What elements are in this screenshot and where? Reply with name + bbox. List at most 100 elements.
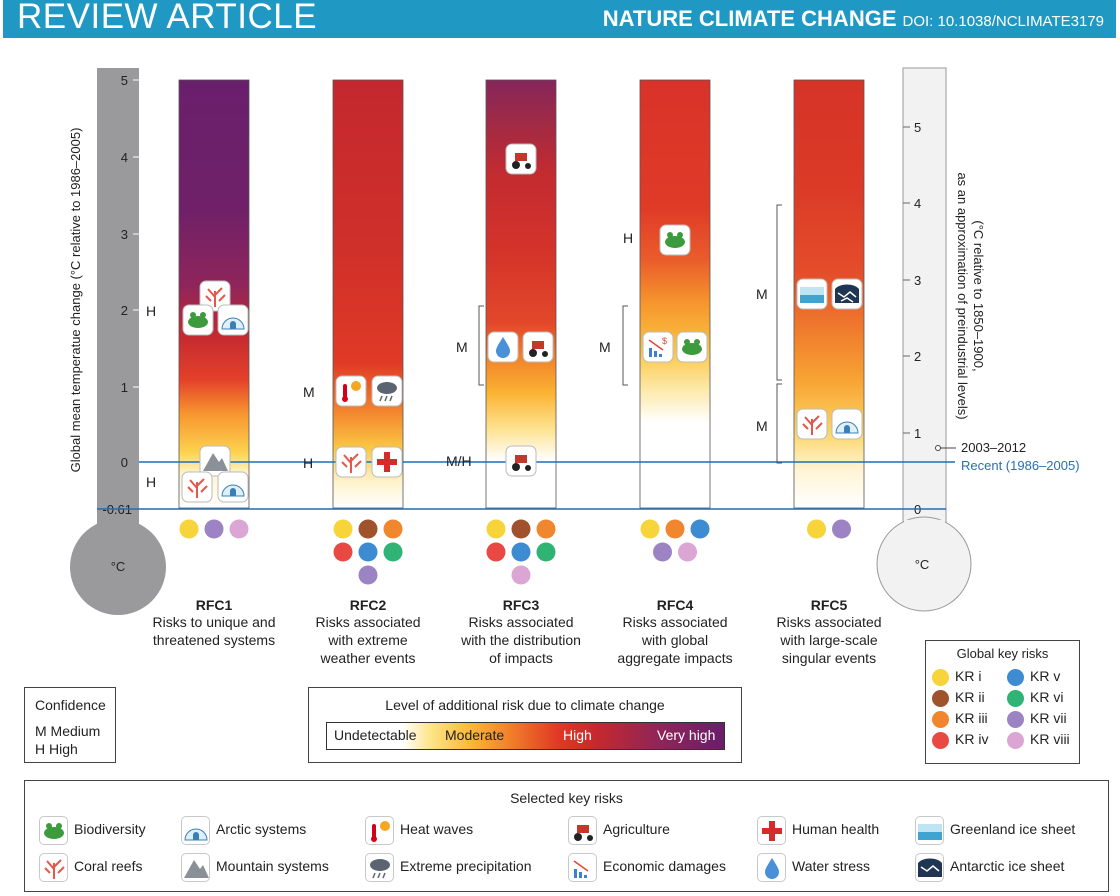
key-risk-label: KR iii xyxy=(955,710,988,726)
rfc-description: of impacts xyxy=(489,650,553,666)
marker-recent-label: Recent (1986–2005) xyxy=(961,458,1080,473)
selected-key-risk-label: Extreme precipitation xyxy=(400,858,532,874)
rfc1-frog-icon xyxy=(182,304,214,336)
left-tick-3: 3 xyxy=(121,227,128,242)
igloo-icon xyxy=(181,815,210,845)
kr-dot xyxy=(204,519,224,539)
conf-mark-rfc1-upper: H xyxy=(146,303,156,319)
right-tick-5: 5 xyxy=(914,120,921,135)
kr-dot xyxy=(653,542,672,562)
rfc5-coral-icon xyxy=(796,408,828,440)
kr-dot xyxy=(678,542,697,562)
rfc5-bracket-lower xyxy=(776,383,782,464)
selected-key-risks-legend: Selected key risks Biodiversity Coral ree… xyxy=(24,780,1109,892)
rfc5-bracket-upper xyxy=(776,204,782,381)
kr-dot xyxy=(511,542,531,562)
selected-key-risk-label: Greenland ice sheet xyxy=(950,821,1076,837)
frog-icon xyxy=(39,815,68,845)
left-tick-4: 4 xyxy=(121,150,128,165)
conf-mark-rfc4-lower: M xyxy=(599,339,611,355)
selected-key-risk-label: Coral reefs xyxy=(74,858,143,874)
kr-dot xyxy=(832,519,851,539)
kr-dot xyxy=(486,519,506,539)
key-risk-dot xyxy=(932,689,949,707)
marker-2003-dot xyxy=(935,445,941,451)
kr-dot xyxy=(640,519,660,539)
kr-dot xyxy=(383,542,403,562)
kr-dot xyxy=(807,519,826,539)
conf-mark-rfc2-lower: H xyxy=(303,455,313,471)
rfc-description: weather events xyxy=(320,650,416,666)
kr-dot xyxy=(486,542,506,562)
rfc1-coral-icon-bottom xyxy=(181,471,213,503)
left-tick-1: 1 xyxy=(121,380,128,395)
rfc-description: with extreme xyxy=(327,632,408,648)
rfc-label: RFC5 xyxy=(811,597,848,613)
rfc5-antarctic-ice-icon xyxy=(831,278,863,310)
coral-icon xyxy=(39,852,68,882)
conf-mark-rfc2-upper: M xyxy=(303,384,315,400)
selected-key-risk-item: Mountain systems xyxy=(181,851,329,882)
rfc-label: RFC2 xyxy=(350,597,387,613)
confidence-brackets xyxy=(478,204,782,464)
rfc1-igloo-icon xyxy=(217,304,249,336)
water-drop-icon xyxy=(757,852,786,882)
rfc4-bar xyxy=(639,79,711,509)
rfc-description: aggregate impacts xyxy=(617,650,732,666)
confidence-medium: M Medium xyxy=(35,723,101,739)
red-cross-icon xyxy=(757,815,786,845)
selected-key-risks-title: Selected key risks xyxy=(510,790,623,806)
greenland-ice-icon xyxy=(915,815,944,845)
right-thermometer-bulb xyxy=(876,516,972,612)
selected-key-risk-label: Water stress xyxy=(792,858,871,874)
selected-key-risk-label: Antarctic ice sheet xyxy=(950,858,1065,874)
rfc2-heat-wave-icon xyxy=(335,375,367,407)
risk-level-legend: Level of additional risk due to climate … xyxy=(308,687,742,763)
selected-key-risk-item: Economic damages xyxy=(568,851,726,882)
kr-dot xyxy=(229,519,249,539)
global-key-risks-legend: Global key risks KR i KR v KR ii KR vi KR ii… xyxy=(925,640,1080,764)
rfc5-igloo-icon xyxy=(831,408,863,440)
conf-mark-rfc3-upper: M xyxy=(456,339,468,355)
rfc-description: Risks associated xyxy=(622,614,727,630)
rfc-description: with global xyxy=(641,632,708,648)
selected-key-risk-label: Agriculture xyxy=(603,821,670,837)
rfc4-economic-damages-icon: $ xyxy=(642,331,674,363)
conf-mark-rfc5-upper: M xyxy=(756,286,768,302)
left-thermometer-bulb xyxy=(70,519,166,615)
selected-key-risk-item: Coral reefs xyxy=(39,851,143,882)
mountain-icon xyxy=(181,852,210,882)
left-tick-5: 5 xyxy=(121,73,128,88)
antarctic-ice-icon xyxy=(915,852,944,882)
risk-level-undetectable: Undetectable xyxy=(334,727,417,743)
kr-dot xyxy=(690,519,710,539)
risk-level-title: Level of additional risk due to climate … xyxy=(385,697,665,713)
rfc1-coral-icon-top xyxy=(199,280,231,312)
rfc2-red-cross-icon xyxy=(371,446,403,478)
rfc3-tractor-icon-bottom xyxy=(505,445,537,477)
header-bar: REVIEW ARTICLE NATURE CLIMATE CHANGE DOI:… xyxy=(3,0,1116,38)
key-risk-dot xyxy=(1007,668,1024,686)
kr-dot xyxy=(358,565,378,585)
selected-key-risk-item: Greenland ice sheet xyxy=(915,814,1076,845)
right-axis-label-1: (°C relative to 1850–1900, xyxy=(971,220,986,371)
conf-mark-rfc5-lower: M xyxy=(756,418,768,434)
rfc4-bracket xyxy=(622,305,628,386)
rfc-description: Risks associated xyxy=(315,614,420,630)
selected-key-risk-label: Biodiversity xyxy=(74,821,146,837)
kr-dot xyxy=(383,519,403,539)
key-risk-item: KR viii xyxy=(1007,730,1070,749)
key-risk-dot xyxy=(932,710,949,728)
selected-key-risk-item: Heat waves xyxy=(365,814,474,845)
confidence-marks: H H M H M M/H H M M M xyxy=(146,230,768,490)
marker-2003-label: 2003–2012 xyxy=(961,440,1026,455)
key-risk-dot xyxy=(1007,731,1024,749)
key-risk-label: KR v xyxy=(1030,668,1061,684)
rfc3-tractor-icon-top xyxy=(505,143,537,175)
key-risk-dot xyxy=(932,668,949,686)
rfc4-frog-icon-mid xyxy=(676,331,708,363)
kr-dot xyxy=(333,542,353,562)
rfc-description: with large-scale xyxy=(779,632,877,648)
selected-key-risk-label: Heat waves xyxy=(400,821,474,837)
key-risk-item: KR v xyxy=(1007,667,1061,686)
